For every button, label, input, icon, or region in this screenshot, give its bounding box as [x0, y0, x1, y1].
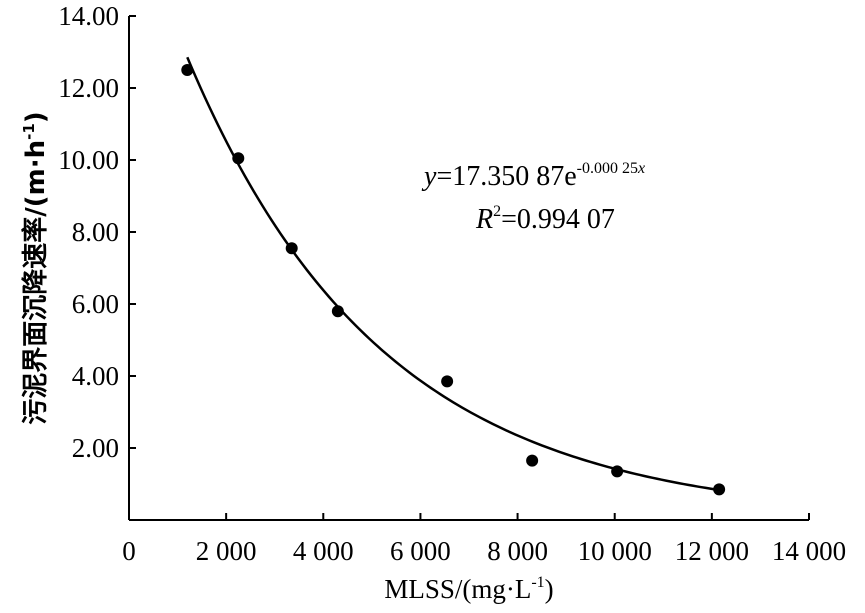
equation-exponent: -0.000 25: [577, 160, 638, 177]
data-point: [331, 305, 344, 318]
data-point: [232, 152, 245, 165]
y-axis-title: 污泥界面沉降速率/(m·h-1): [20, 111, 51, 424]
x-tick-label: 12 000: [675, 536, 749, 566]
x-tick-label: 2 000: [196, 536, 257, 566]
y-axis-title-sup: -1: [20, 123, 38, 140]
x-tick-label: 8 000: [487, 536, 548, 566]
x-axis-title: MLSS/(mg·L-1): [384, 574, 553, 604]
data-point: [611, 465, 624, 478]
data-points: [181, 64, 726, 496]
data-point: [285, 242, 298, 255]
x-axis-title-sup: -1: [531, 574, 544, 591]
x-tick-label: 0: [122, 536, 136, 566]
data-point: [713, 483, 726, 496]
equation-var: y: [421, 161, 437, 192]
data-point: [526, 454, 539, 467]
y-tick-label: 14.00: [58, 1, 119, 31]
y-tick-label: 10.00: [58, 145, 119, 175]
y-ticks: 2.00 4.00 6.00 8.00 10.00 12.00 14.00: [58, 1, 136, 463]
x-ticks: 0 2 000 4 000 6 000 8 000 10 000 12 000 14 000: [122, 513, 846, 566]
y-tick-label: 2.00: [72, 433, 119, 463]
y-axis-title-close: ): [21, 111, 51, 123]
equation-exponent-var: x: [637, 160, 645, 177]
fit-curve: [186, 56, 720, 492]
data-point: [441, 375, 454, 388]
r-squared-value: =0.994 07: [501, 204, 615, 235]
y-axis-title-main: 污泥界面沉降速率/(m·h: [20, 140, 51, 425]
fit-equation: y=17.350 87e-0.000 25x: [421, 160, 645, 192]
x-tick-label: 6 000: [390, 536, 451, 566]
x-tick-label: 14 000: [772, 536, 846, 566]
y-tick-label: 6.00: [72, 289, 119, 319]
x-tick-label: 4 000: [293, 536, 354, 566]
r-squared-sup: 2: [493, 203, 501, 220]
y-tick-label: 4.00: [72, 361, 119, 391]
x-axis-title-close: ): [545, 574, 554, 604]
equation-body: =17.350 87e: [436, 161, 576, 192]
x-tick-label: 10 000: [578, 536, 652, 566]
x-axis-title-main: MLSS/(mg·L: [384, 574, 531, 604]
r-squared-var: R: [475, 204, 493, 235]
axes: [128, 16, 809, 521]
r-squared: R2=0.994 07: [475, 203, 615, 235]
y-tick-label: 8.00: [72, 217, 119, 247]
data-point: [181, 64, 194, 76]
y-tick-label: 12.00: [58, 73, 119, 103]
